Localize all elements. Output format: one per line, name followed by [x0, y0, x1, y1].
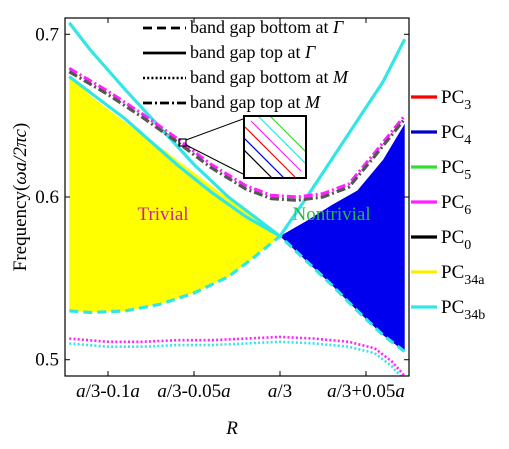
legend-series-label: PC34b: [441, 297, 485, 323]
series-line-2: [68, 75, 281, 238]
region-labels: Trivial Nontrivial: [138, 204, 371, 225]
series-line-7: [69, 340, 403, 376]
y-tick-label: 0.5: [35, 350, 59, 371]
legend-entry-label: band gap top at Γ: [190, 42, 316, 62]
axes-ticks: a/3-0.1a a/3-0.05a a/3 a/3+0.05a 0.5 0.6 0.7: [35, 18, 409, 402]
inset-connector-top: [185, 118, 244, 141]
x-tick-label: a/3-0.1a: [76, 381, 140, 402]
x-tick-label: a/3-0.05a: [157, 381, 230, 402]
regions-layer: [69, 75, 405, 352]
region-trivial: [69, 75, 280, 313]
x-tick-label: a/3+0.05a: [327, 381, 405, 402]
region-nontrivial: [280, 123, 405, 352]
y-tick-label: 0.6: [35, 187, 59, 208]
legend-entry-label: band gap bottom at M: [190, 67, 349, 87]
legend-entry-label: band gap top at M: [190, 92, 321, 112]
inset-marker: [178, 138, 187, 147]
legend-series-label: PC0: [441, 227, 471, 253]
series-line-3: [68, 67, 406, 199]
legend-series-label: PC4: [441, 122, 471, 148]
series-line-4: [68, 70, 406, 202]
y-axis-label: Frequency(ωa/2πc): [10, 123, 31, 272]
legend-series-label: PC34a: [441, 262, 485, 288]
inset-line: [243, 148, 274, 179]
series-line-6: [69, 335, 406, 376]
series-line-0: [68, 21, 281, 238]
inset-line: [244, 126, 296, 178]
series-line-5: [69, 234, 406, 353]
series-layer: [68, 21, 407, 376]
legend-series-label: PC3: [441, 87, 471, 113]
legend-series-label: PC6: [441, 192, 471, 218]
inset-box: [243, 115, 307, 179]
region-label-trivial: Trivial: [138, 204, 189, 225]
x-axis-label: R: [225, 418, 238, 439]
inset-line: [243, 136, 286, 179]
legend-entry-label: band gap bottom at Γ: [190, 17, 344, 37]
series-legend: PC3 PC4 PC5 PC6 PC0 PC34a PC34b: [411, 87, 485, 323]
inset-connector-bottom: [185, 144, 244, 175]
inset-line: [268, 115, 307, 154]
region-label-nontrivial: Nontrivial: [293, 204, 371, 225]
legend-series-label: PC5: [441, 157, 471, 183]
inset-line: [250, 120, 302, 172]
line-style-legend: band gap bottom at Γ band gap top at Γ ban…: [143, 17, 349, 112]
inset-line: [256, 115, 307, 166]
series-line-1: [278, 38, 407, 238]
zoom-inset: [178, 115, 307, 179]
x-tick-label: a/3: [268, 381, 292, 402]
y-tick-label: 0.7: [35, 24, 59, 45]
